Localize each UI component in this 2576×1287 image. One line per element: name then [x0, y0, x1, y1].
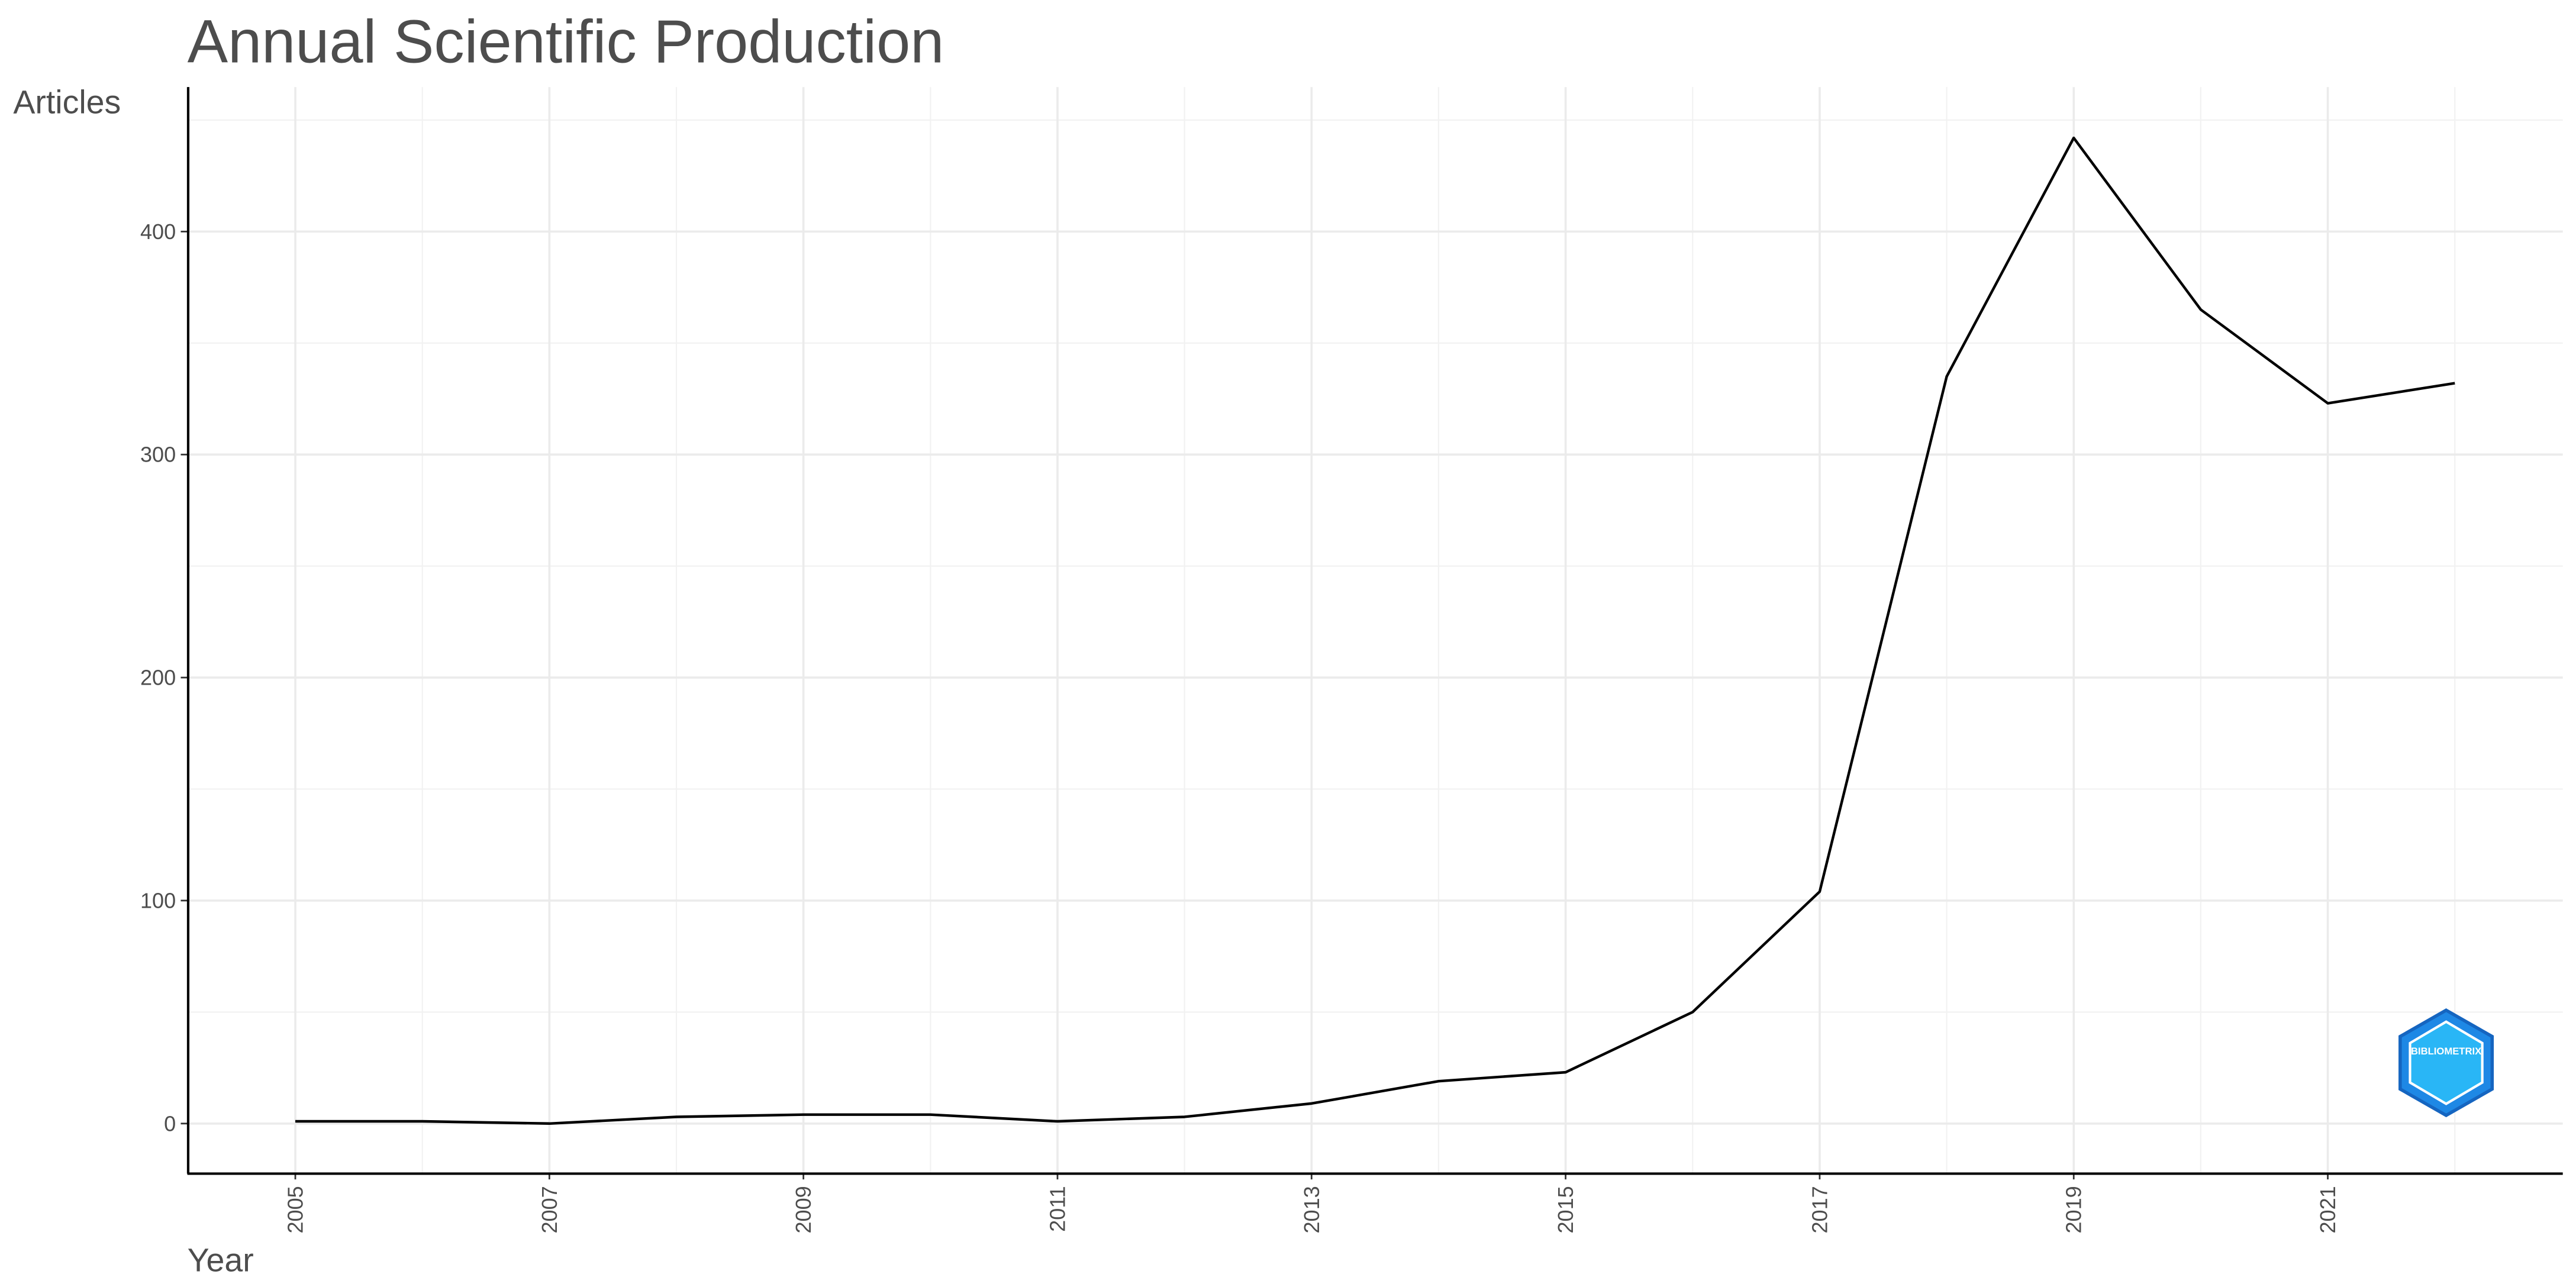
y-tick-label: 200	[140, 666, 176, 690]
x-tick-label: 2013	[1300, 1186, 1324, 1233]
x-tick-label: 2009	[791, 1186, 815, 1233]
x-tick-label: 2015	[1553, 1186, 1578, 1233]
x-tick-label: 2005	[283, 1186, 308, 1233]
x-axis-title: Year	[188, 1242, 254, 1279]
x-tick-label: 2019	[2062, 1186, 2086, 1233]
y-tick-label: 100	[140, 888, 176, 912]
x-tick-label: 2021	[2316, 1186, 2340, 1233]
y-axis-title: Articles	[13, 84, 121, 121]
chart-title: Annual Scientific Production	[188, 7, 944, 75]
y-tick-label: 300	[140, 443, 176, 467]
series-line	[295, 136, 2455, 1125]
lines	[295, 136, 2455, 1125]
grid	[187, 87, 2563, 1173]
y-tick-label: 0	[164, 1111, 176, 1136]
ticks: 0 100 200 300 400 2005 2007 2009 2011 2013 2015 201…	[140, 220, 2340, 1234]
x-tick-label: 2007	[537, 1186, 562, 1233]
y-tick-label: 400	[140, 220, 176, 244]
logo-text: BIBLIOMETRIX	[2411, 1046, 2481, 1057]
x-tick-label: 2017	[1807, 1186, 1832, 1233]
logo: BIBLIOMETRIX	[2398, 1008, 2494, 1118]
x-tick-label: 2011	[1045, 1186, 1069, 1232]
logo-inner	[2409, 1020, 2484, 1105]
